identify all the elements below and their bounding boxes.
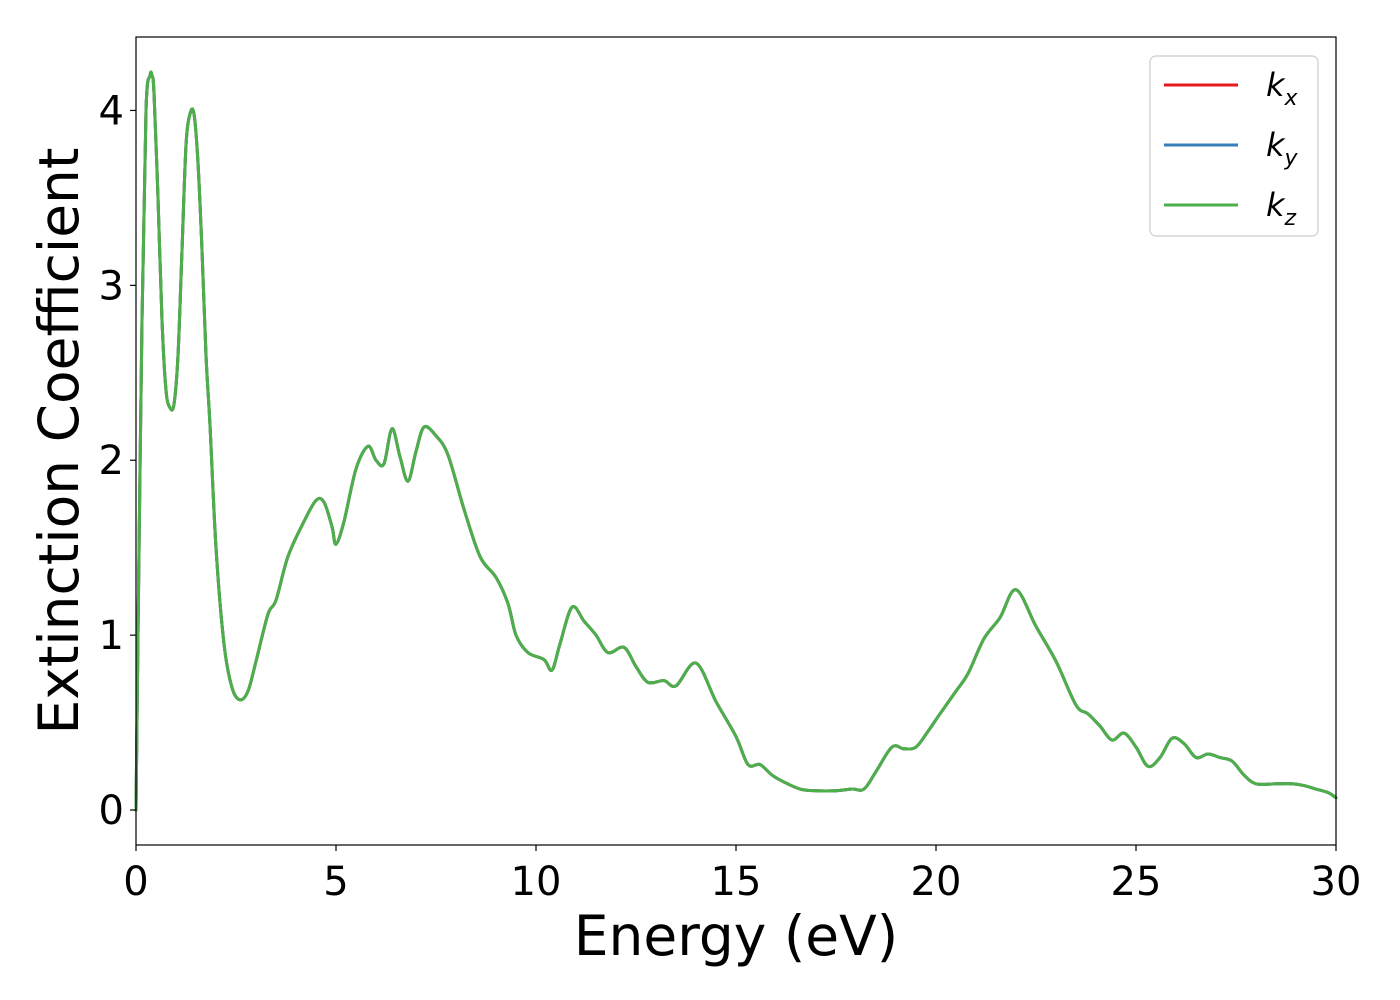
x-tick-label: 10: [511, 859, 562, 905]
y-axis-ticks: 0 1 2 3 4: [99, 88, 136, 834]
legend: kx ky kz: [1149, 55, 1319, 237]
y-tick-label: 2: [99, 438, 124, 484]
x-axis-ticks: 0 5 10 15 20 25 30: [123, 845, 1361, 905]
x-tick-label: 20: [911, 859, 962, 905]
x-tick-label: 25: [1111, 859, 1162, 905]
legend-label-ky: ky: [1266, 126, 1299, 171]
x-axis-title: Energy (eV): [574, 904, 898, 968]
x-tick-label: 5: [323, 859, 348, 905]
legend-label-kz: kz: [1266, 186, 1297, 231]
y-tick-label: 3: [99, 263, 124, 309]
x-tick-label: 30: [1311, 859, 1362, 905]
y-tick-label: 4: [99, 88, 124, 134]
x-tick-label: 0: [123, 859, 148, 905]
series-layer: [134, 70, 1338, 812]
y-tick-label: 1: [99, 613, 124, 659]
x-tick-label: 15: [711, 859, 762, 905]
y-axis-title: Extinction Coefficient: [27, 148, 91, 735]
y-tick-label: 0: [99, 788, 124, 834]
series-line-kz: [134, 70, 1338, 812]
legend-label-kx: kx: [1266, 66, 1299, 111]
